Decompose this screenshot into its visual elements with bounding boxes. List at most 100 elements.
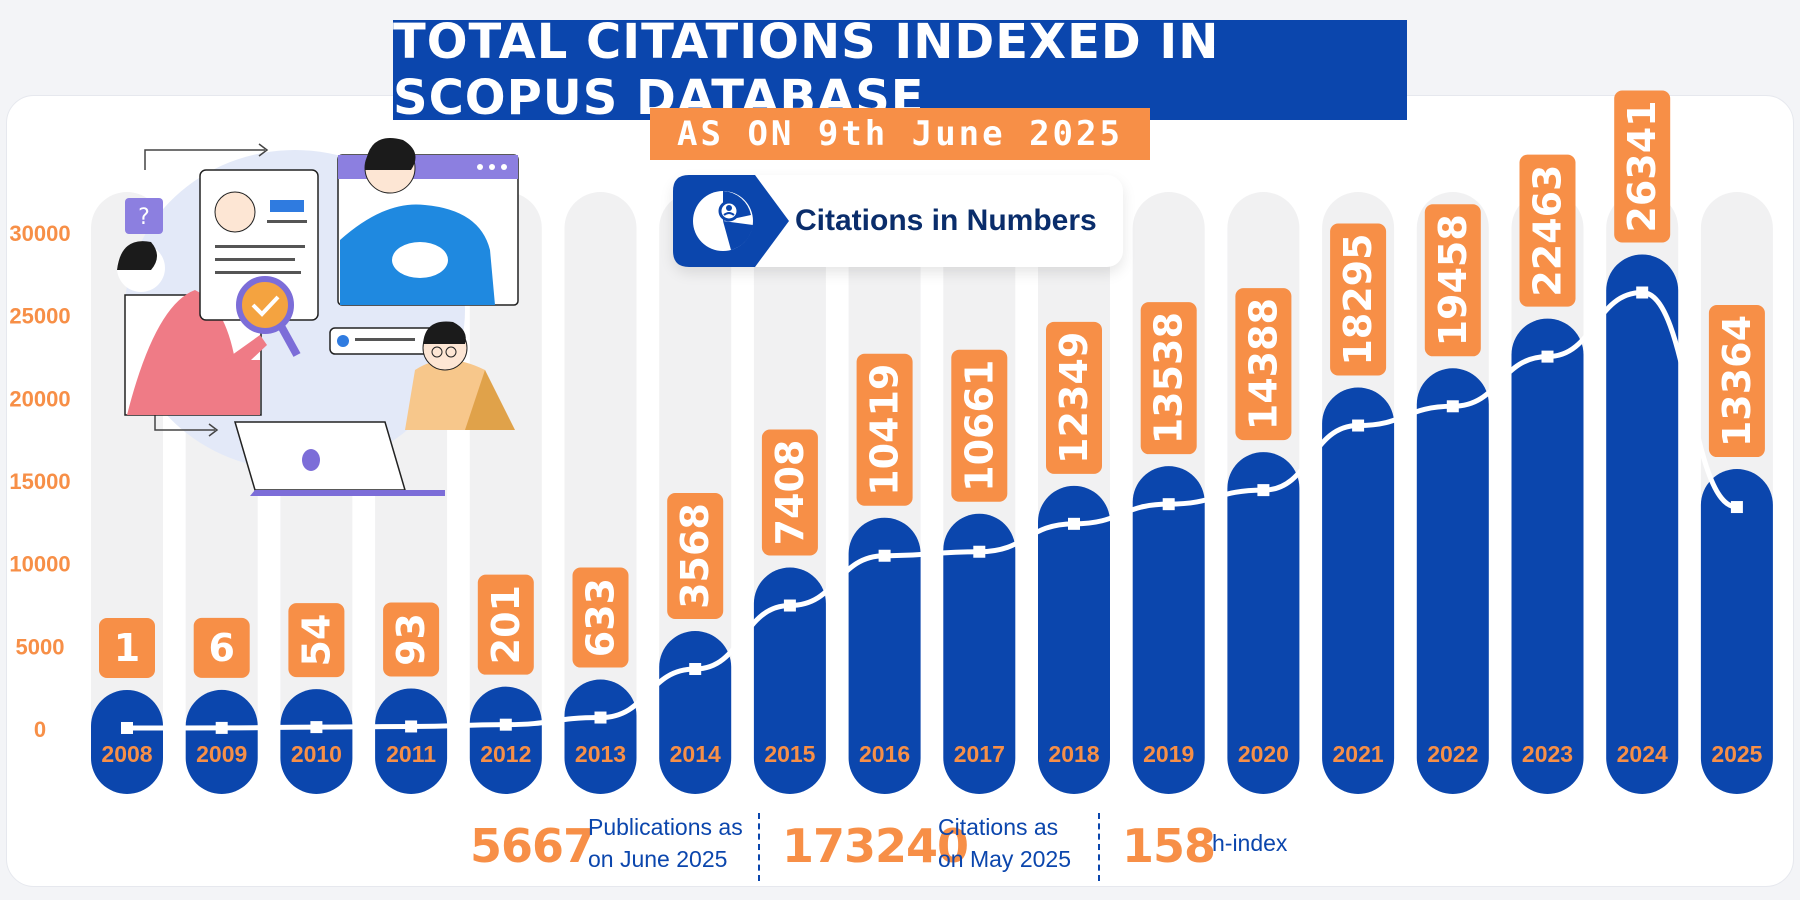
- value-label-pill: [1614, 90, 1671, 243]
- x-tick-label: 2023: [1522, 741, 1573, 767]
- value-label-pill: [99, 617, 155, 678]
- bar-2008: [91, 689, 163, 794]
- line-marker: [1068, 517, 1080, 530]
- x-tick-label: 2016: [859, 741, 910, 767]
- bar-2024: [1606, 254, 1679, 794]
- value-label: 26341: [1620, 100, 1664, 232]
- x-tick-label: 2024: [1617, 741, 1668, 767]
- line-marker: [783, 599, 796, 612]
- line-marker: [689, 663, 702, 676]
- stat-publications-number: 5667: [470, 819, 595, 873]
- value-label: 12349: [1052, 332, 1096, 464]
- badge-label: Citations in Numbers: [795, 204, 1097, 237]
- stat-publications-label-1: Publications as: [588, 814, 743, 840]
- x-tick-label: 2025: [1711, 741, 1762, 767]
- bar-2009: [185, 689, 258, 794]
- value-label: 93: [389, 613, 433, 666]
- value-label: 19458: [1431, 214, 1475, 346]
- value-label: 10419: [863, 364, 907, 496]
- value-label-pill: [1519, 154, 1576, 307]
- y-tick-label: 5000: [16, 634, 65, 659]
- line-marker: [1257, 484, 1270, 497]
- line-marker: [878, 549, 891, 562]
- value-label-pill: [667, 493, 724, 620]
- line-marker: [594, 711, 607, 724]
- line-marker: [121, 721, 133, 734]
- x-tick-label: 2021: [1333, 741, 1384, 767]
- value-label: 3568: [673, 503, 717, 609]
- stat-divider: [1098, 813, 1100, 881]
- value-label-pill: [477, 574, 534, 675]
- value-label: 201: [484, 585, 528, 664]
- svg-text:?: ?: [138, 205, 150, 230]
- line-marker: [215, 721, 228, 734]
- research-team-illustration: ?: [117, 138, 519, 496]
- value-label: 13364: [1715, 315, 1759, 447]
- bar-2023: [1511, 318, 1584, 794]
- bar-2017: [943, 513, 1016, 794]
- value-label: 18295: [1336, 233, 1380, 365]
- stat-hindex-label: h-index: [1212, 830, 1288, 856]
- line-marker: [1636, 286, 1649, 299]
- value-label: 633: [579, 578, 623, 657]
- x-tick-label: 2014: [670, 741, 721, 767]
- summary-stats: 5667 Publications as on June 2025 173240…: [470, 805, 1770, 885]
- value-label-pill: [951, 349, 1008, 502]
- y-tick-label: 15000: [9, 469, 70, 494]
- chart-subtitle: AS ON 9th June 2025: [650, 108, 1150, 160]
- y-tick-label: 30000: [9, 221, 70, 246]
- line-marker: [973, 545, 986, 558]
- line-marker: [1446, 400, 1459, 413]
- line-marker: [499, 718, 512, 731]
- value-label: 22463: [1526, 165, 1570, 297]
- bar-2014: [659, 631, 732, 794]
- bar-2019: [1132, 466, 1205, 794]
- x-tick-label: 2012: [480, 741, 531, 767]
- stat-hindex-number: 158: [1122, 819, 1216, 873]
- value-label-pill: [193, 617, 250, 678]
- bar-2016: [848, 517, 921, 794]
- value-label-pill: [1708, 305, 1765, 458]
- value-label-pill: [856, 353, 913, 506]
- line-marker: [1162, 498, 1175, 511]
- y-tick-label: 10000: [9, 552, 70, 577]
- value-label-pill: [1424, 204, 1481, 357]
- value-label: 54: [294, 614, 338, 667]
- value-label-pill: [1235, 288, 1292, 441]
- x-tick-label: 2008: [101, 741, 152, 767]
- stat-citations-label-1: Citations as: [938, 814, 1059, 840]
- bar-2012: [469, 686, 542, 794]
- line-marker: [310, 721, 323, 734]
- bar-2022: [1416, 368, 1489, 794]
- x-tick-label: 2018: [1048, 741, 1099, 767]
- line-marker: [1730, 501, 1743, 514]
- pie-chart-user-icon: [673, 175, 793, 267]
- x-tick-label: 2015: [764, 741, 815, 767]
- bar-2018: [1038, 485, 1110, 794]
- value-label-pill: [761, 429, 818, 556]
- stat-publications-label-2: on June 2025: [588, 846, 728, 872]
- citations-badge: Citations in Numbers: [673, 175, 1123, 267]
- value-label: 14388: [1241, 298, 1285, 430]
- bar-2013: [564, 679, 637, 794]
- bar-2011: [375, 688, 448, 794]
- x-tick-label: 2022: [1427, 741, 1478, 767]
- x-tick-label: 2010: [291, 741, 342, 767]
- value-label: 7408: [768, 440, 812, 546]
- x-tick-label: 2011: [386, 741, 436, 767]
- stat-divider: [758, 813, 760, 881]
- x-tick-label: 2013: [575, 741, 626, 767]
- x-tick-label: 2009: [196, 741, 247, 767]
- x-tick-label: 2019: [1143, 741, 1194, 767]
- x-tick-label: 2020: [1238, 741, 1289, 767]
- value-label: 13538: [1147, 312, 1191, 444]
- bar-2021: [1322, 387, 1395, 794]
- value-label: 6: [208, 626, 234, 670]
- value-label-pill: [1046, 321, 1102, 474]
- value-label: 1: [114, 626, 140, 670]
- value-label-pill: [1330, 223, 1387, 376]
- value-label: 10661: [957, 360, 1001, 492]
- line-marker: [405, 720, 418, 733]
- bar-2025: [1700, 469, 1773, 794]
- y-tick-label: 20000: [9, 386, 70, 411]
